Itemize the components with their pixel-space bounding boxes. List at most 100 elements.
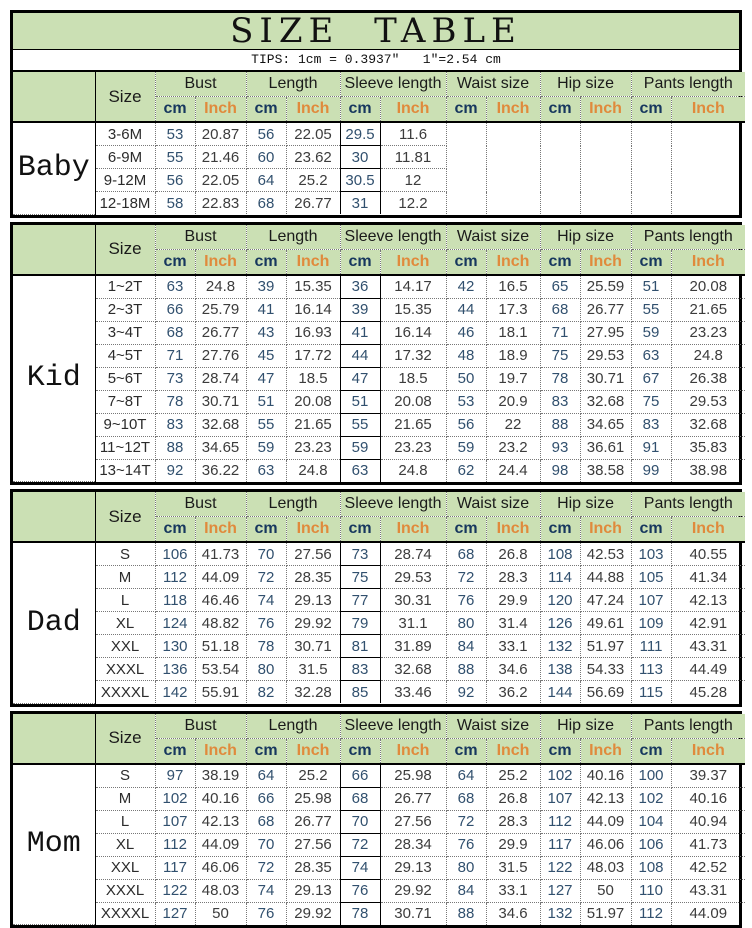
data-cell: 17.3: [486, 298, 540, 321]
data-cell: 28.35: [286, 856, 340, 879]
data-cell: 51: [631, 275, 671, 299]
column-group-header-length: Length: [246, 72, 340, 97]
unit-header-inch: Inch: [486, 249, 540, 275]
data-cell: 71: [155, 344, 195, 367]
data-cell: 122: [540, 856, 580, 879]
unit-header-inch: Inch: [380, 249, 446, 275]
data-cell: 25.98: [286, 787, 340, 810]
data-cell: 39: [246, 275, 286, 299]
data-cell: 102: [631, 787, 671, 810]
data-cell: 50: [446, 367, 486, 390]
data-cell: 117: [540, 833, 580, 856]
data-cell: 26.77: [286, 810, 340, 833]
data-cell: 66: [340, 764, 380, 788]
data-cell: 34.6: [486, 658, 540, 681]
data-cell: 74: [340, 856, 380, 879]
data-cell: 70: [246, 833, 286, 856]
data-cell: 21.65: [380, 413, 446, 436]
data-cell: 44.09: [195, 566, 246, 589]
data-cell: 127: [155, 902, 195, 925]
size-column-header: Size: [95, 72, 155, 122]
data-cell: 31.89: [380, 635, 446, 658]
data-cell: 33.1: [486, 635, 540, 658]
row-size-label: 9-12M: [95, 169, 155, 192]
data-cell: 54.33: [580, 658, 631, 681]
data-cell: 41: [246, 298, 286, 321]
data-cell: 58: [155, 192, 195, 215]
data-cell: 44.09: [580, 810, 631, 833]
data-cell: 30.31: [380, 589, 446, 612]
data-cell: 28.35: [286, 566, 340, 589]
data-cell: 47: [246, 367, 286, 390]
data-cell: 11.6: [380, 122, 446, 146]
section-label: Dad: [13, 542, 95, 703]
data-cell: 31.4: [486, 612, 540, 635]
data-cell: 56: [155, 169, 195, 192]
size-column-header: Size: [95, 714, 155, 764]
data-cell: 38.19: [195, 764, 246, 788]
data-cell: 124: [155, 612, 195, 635]
data-cell: 76: [246, 612, 286, 635]
data-cell: 108: [631, 856, 671, 879]
unit-header-cm: cm: [540, 517, 580, 543]
data-cell: 122: [155, 879, 195, 902]
data-cell: 42.53: [580, 542, 631, 566]
column-group-header-pants-length: Pants length: [631, 714, 745, 739]
data-cell: 78: [340, 902, 380, 925]
data-cell: 25.79: [195, 298, 246, 321]
data-cell: 24.8: [286, 459, 340, 482]
data-cell: 32.68: [195, 413, 246, 436]
data-cell: 21.65: [671, 298, 745, 321]
unit-header-cm: cm: [540, 97, 580, 123]
column-group-header-hip-size: Hip size: [540, 492, 631, 517]
unit-header-inch: Inch: [380, 738, 446, 764]
unit-header-cm: cm: [155, 738, 195, 764]
unit-header-cm: cm: [631, 97, 671, 123]
data-cell: [540, 192, 580, 215]
data-cell: 73: [340, 542, 380, 566]
data-cell: 111: [631, 635, 671, 658]
data-cell: 68: [340, 787, 380, 810]
data-cell: 11.81: [380, 146, 446, 169]
data-cell: 55: [340, 413, 380, 436]
data-cell: 28.74: [195, 367, 246, 390]
data-cell: 29.13: [286, 589, 340, 612]
data-cell: 44.88: [580, 566, 631, 589]
data-cell: 30.71: [580, 367, 631, 390]
data-cell: 88: [540, 413, 580, 436]
unit-header-inch: Inch: [286, 97, 340, 123]
data-cell: 78: [155, 390, 195, 413]
data-cell: 64: [446, 764, 486, 788]
header-corner-cell: [13, 72, 95, 122]
row-size-label: 13~14T: [95, 459, 155, 482]
data-cell: [446, 192, 486, 215]
data-cell: 83: [631, 413, 671, 436]
data-cell: 23.62: [286, 146, 340, 169]
data-cell: 27.76: [195, 344, 246, 367]
unit-header-inch: Inch: [671, 97, 745, 123]
data-cell: [580, 146, 631, 169]
data-cell: 68: [446, 787, 486, 810]
unit-header-inch: Inch: [195, 738, 246, 764]
data-cell: [486, 122, 540, 146]
unit-header-cm: cm: [246, 97, 286, 123]
data-cell: 117: [155, 856, 195, 879]
data-cell: 48.03: [580, 856, 631, 879]
data-cell: 144: [540, 681, 580, 704]
data-cell: 24.4: [486, 459, 540, 482]
data-cell: 31.5: [286, 658, 340, 681]
data-cell: 28.74: [380, 542, 446, 566]
data-cell: 120: [540, 589, 580, 612]
data-cell: 56: [246, 122, 286, 146]
row-size-label: 4~5T: [95, 344, 155, 367]
data-cell: 43: [246, 321, 286, 344]
data-cell: 138: [540, 658, 580, 681]
data-cell: 118: [155, 589, 195, 612]
